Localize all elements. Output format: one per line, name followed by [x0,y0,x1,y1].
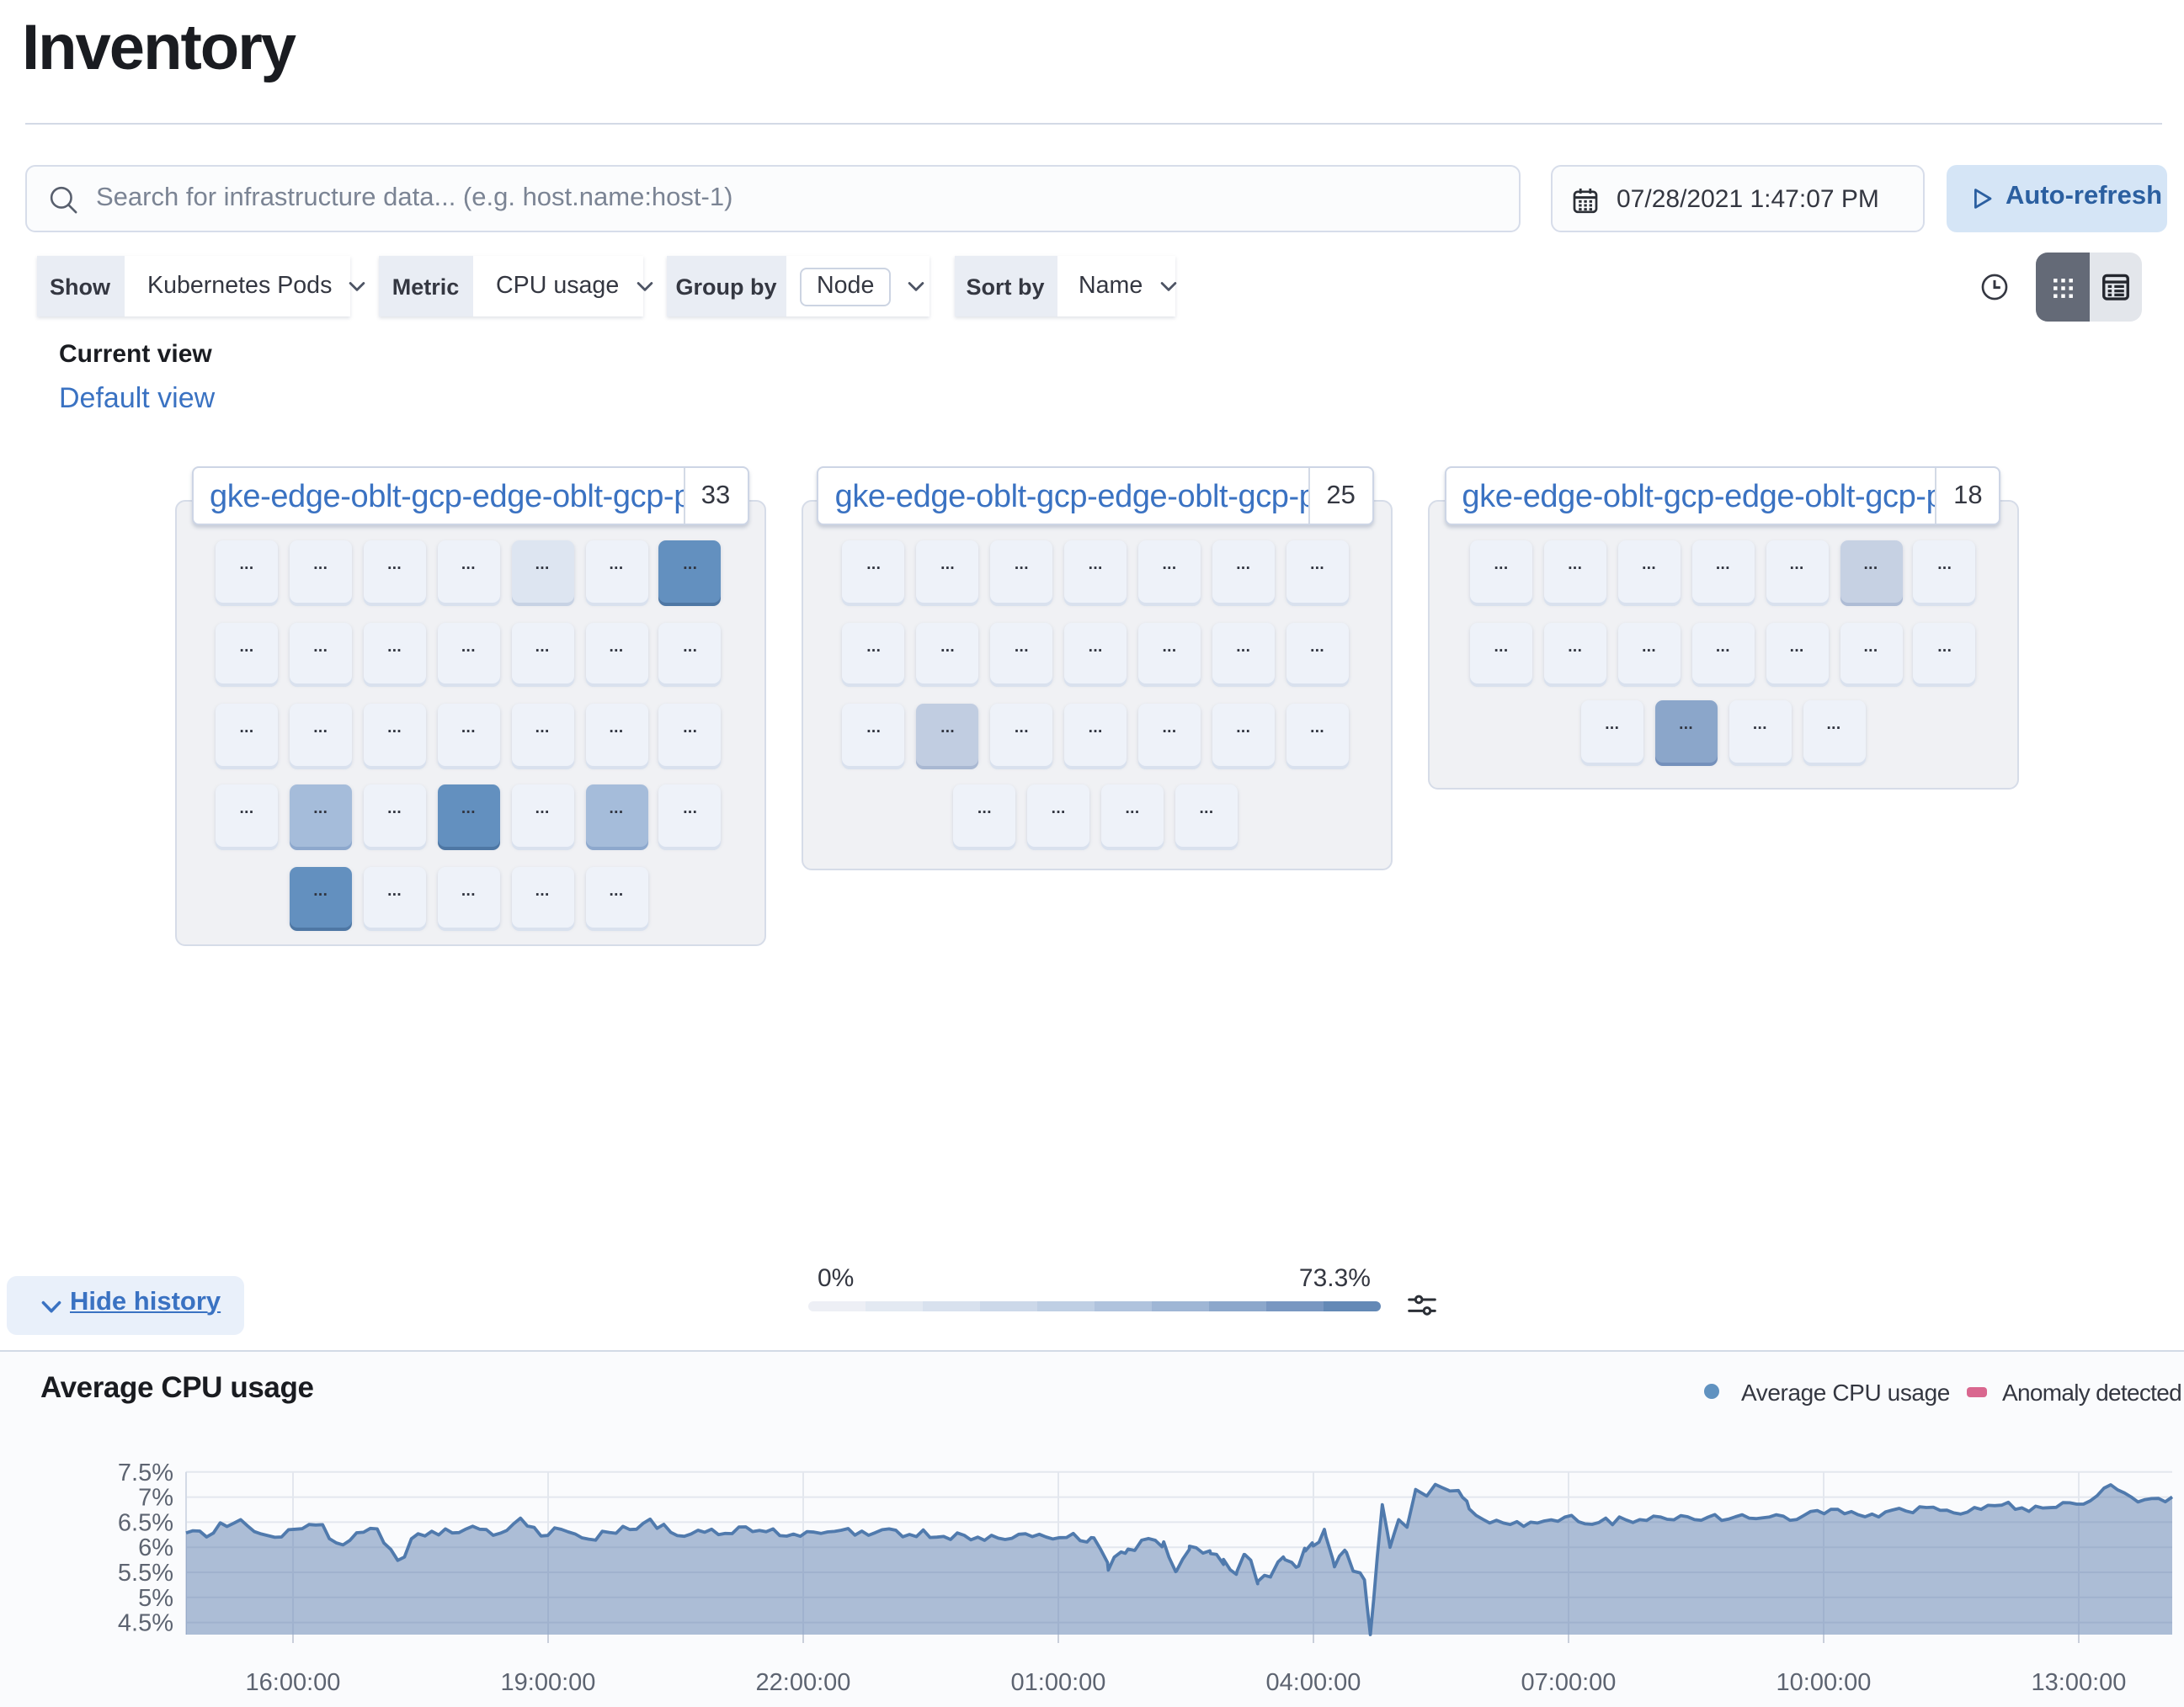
svg-text:5.5%: 5.5% [118,1560,173,1587]
svg-text:07:00:00: 07:00:00 [1521,1669,1617,1696]
svg-text:10:00:00: 10:00:00 [1776,1669,1872,1696]
svg-text:6%: 6% [138,1534,173,1561]
svg-text:7%: 7% [138,1485,173,1512]
svg-text:13:00:00: 13:00:00 [2032,1669,2127,1696]
svg-text:6.5%: 6.5% [118,1509,173,1536]
svg-text:7.5%: 7.5% [118,1460,173,1486]
svg-text:16:00:00: 16:00:00 [246,1669,341,1696]
svg-text:19:00:00: 19:00:00 [501,1669,596,1696]
svg-text:5%: 5% [138,1585,173,1612]
svg-text:04:00:00: 04:00:00 [1266,1669,1361,1696]
svg-text:22:00:00: 22:00:00 [756,1669,851,1696]
svg-text:01:00:00: 01:00:00 [1011,1669,1106,1696]
svg-text:4.5%: 4.5% [118,1610,173,1637]
